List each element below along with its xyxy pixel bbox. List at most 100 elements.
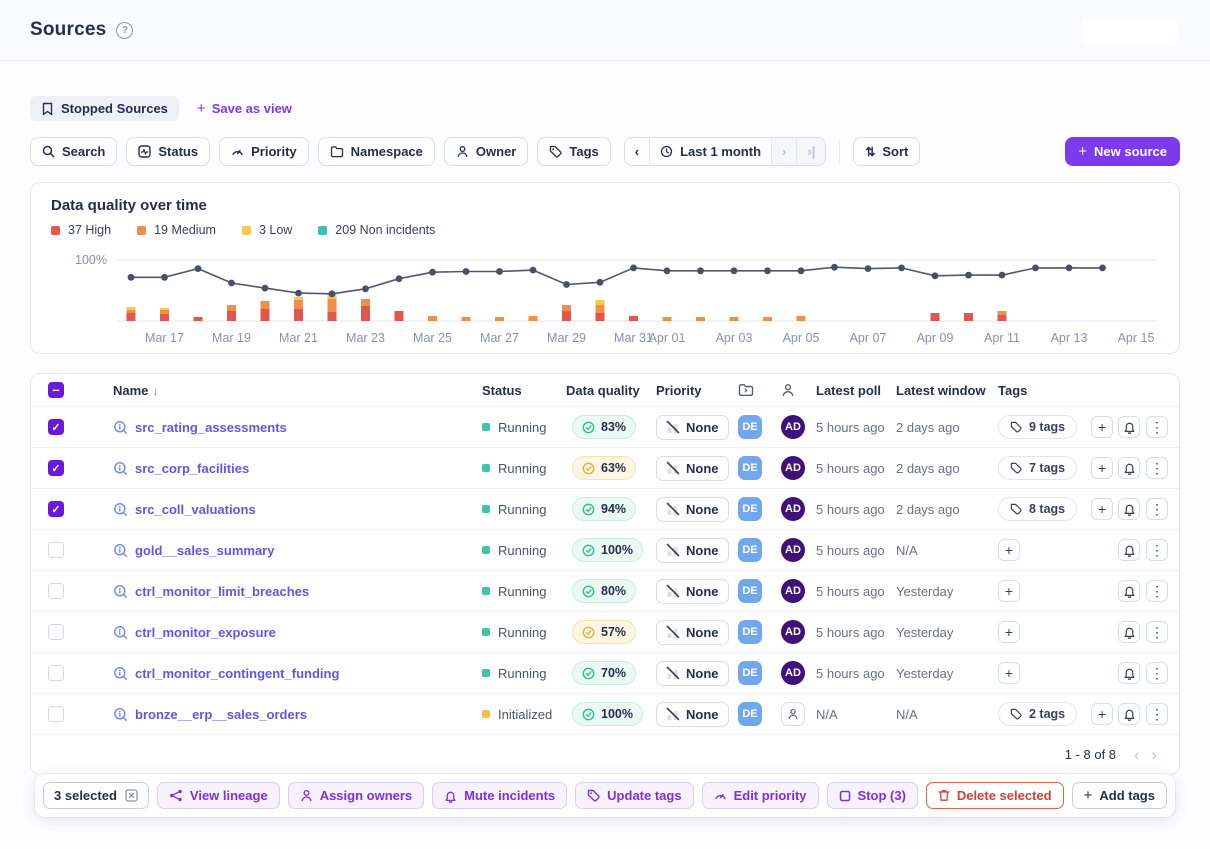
source-name-link[interactable]: src_corp_facilities	[135, 460, 250, 476]
source-name-cell[interactable]: ctrl_monitor_limit_breaches	[113, 584, 482, 599]
owner-avatar-1[interactable]: DE	[738, 702, 762, 726]
notifications-bell-button[interactable]	[1118, 621, 1140, 643]
pagination-prev-button[interactable]: ‹	[1130, 745, 1144, 765]
priority-filter-button[interactable]: Priority	[219, 137, 309, 166]
column-header-status[interactable]: Status	[482, 382, 522, 398]
quality-badge[interactable]: 94%	[572, 497, 637, 521]
table-row[interactable]: gold__sales_summary Running 100% None DE…	[31, 529, 1179, 570]
notifications-bell-button[interactable]	[1118, 457, 1140, 479]
source-name-cell[interactable]: gold__sales_summary	[113, 543, 482, 558]
column-header-priority[interactable]: Priority	[656, 382, 702, 398]
notifications-bell-button[interactable]	[1118, 703, 1140, 725]
delete-selected-button[interactable]: Delete selected	[925, 782, 1064, 809]
sort-button[interactable]: ⇅ Sort	[853, 137, 921, 166]
owner-avatar-2[interactable]: AD	[781, 497, 805, 521]
tags-filter-button[interactable]: Tags	[537, 137, 611, 166]
table-row[interactable]: ctrl_monitor_limit_breaches Running 80% …	[31, 570, 1179, 611]
column-header-owner-icon[interactable]	[781, 383, 816, 397]
source-name-link[interactable]: ctrl_monitor_contingent_funding	[135, 665, 340, 681]
quality-badge[interactable]: 63%	[572, 456, 637, 480]
notifications-bell-button[interactable]	[1118, 416, 1140, 438]
row-checkbox[interactable]	[48, 665, 64, 681]
quality-badge[interactable]: 100%	[572, 538, 643, 562]
date-range-button[interactable]: Last 1 month	[649, 138, 771, 165]
table-row[interactable]: ctrl_monitor_exposure Running 57% None D…	[31, 611, 1179, 652]
tags-badge[interactable]: 7 tags	[998, 456, 1078, 480]
source-name-link[interactable]: ctrl_monitor_exposure	[135, 624, 276, 640]
column-header-latest-window[interactable]: Latest window	[896, 382, 986, 398]
clear-selection-icon[interactable]	[125, 789, 138, 802]
priority-button[interactable]: None	[656, 619, 729, 645]
owner-placeholder-button[interactable]	[781, 702, 805, 726]
row-checkbox[interactable]	[48, 583, 64, 599]
row-checkbox[interactable]	[48, 542, 64, 558]
owner-avatar-1[interactable]: DE	[738, 620, 762, 644]
source-name-link[interactable]: gold__sales_summary	[135, 542, 275, 558]
priority-button[interactable]: None	[656, 578, 729, 604]
row-menu-button[interactable]: ⋮	[1146, 703, 1168, 725]
table-row[interactable]: src_coll_valuations Running 94% None DE …	[31, 488, 1179, 529]
owner-avatar-2[interactable]: AD	[781, 538, 805, 562]
row-menu-button[interactable]: ⋮	[1146, 580, 1168, 602]
add-tag-button[interactable]: +	[998, 580, 1020, 602]
edit-priority-button[interactable]: Edit priority	[701, 782, 819, 809]
source-name-cell[interactable]: ctrl_monitor_exposure	[113, 625, 482, 640]
row-menu-button[interactable]: ⋮	[1146, 539, 1168, 561]
table-row[interactable]: src_corp_facilities Running 63% None DE …	[31, 447, 1179, 488]
column-header-quality[interactable]: Data quality	[566, 382, 640, 398]
owner-avatar-2[interactable]: AD	[781, 415, 805, 439]
quality-badge[interactable]: 80%	[572, 579, 637, 603]
notifications-bell-button[interactable]	[1118, 539, 1140, 561]
source-name-link[interactable]: src_coll_valuations	[135, 501, 256, 517]
select-all-checkbox[interactable]	[48, 382, 64, 398]
owner-avatar-1[interactable]: DE	[738, 538, 762, 562]
owner-avatar-2[interactable]: AD	[781, 661, 805, 685]
source-name-link[interactable]: src_rating_assessments	[135, 419, 287, 435]
row-checkbox[interactable]	[48, 419, 64, 435]
priority-button[interactable]: None	[656, 414, 729, 440]
help-icon[interactable]: ?	[116, 21, 134, 39]
source-name-cell[interactable]: src_coll_valuations	[113, 502, 482, 517]
tags-badge[interactable]: 8 tags	[998, 497, 1078, 521]
add-tag-button[interactable]: +	[998, 621, 1020, 643]
row-menu-button[interactable]: ⋮	[1146, 662, 1168, 684]
tags-badge[interactable]: 2 tags	[998, 702, 1078, 726]
owner-filter-button[interactable]: Owner	[443, 137, 529, 166]
date-next-button[interactable]: ›	[771, 138, 797, 165]
row-checkbox[interactable]	[48, 460, 64, 476]
save-as-view-button[interactable]: + Save as view	[196, 100, 292, 117]
header-placeholder-button[interactable]	[1081, 17, 1177, 43]
owner-avatar-1[interactable]: DE	[738, 415, 762, 439]
table-row[interactable]: ctrl_monitor_contingent_funding Running …	[31, 652, 1179, 693]
row-checkbox[interactable]	[48, 501, 64, 517]
table-row[interactable]: src_rating_assessments Running 83% None …	[31, 406, 1179, 447]
owner-avatar-1[interactable]: DE	[738, 661, 762, 685]
column-header-tags[interactable]: Tags	[998, 382, 1028, 398]
priority-button[interactable]: None	[656, 660, 729, 686]
source-name-cell[interactable]: src_corp_facilities	[113, 461, 482, 476]
add-tags-button[interactable]: + Add tags	[1071, 782, 1167, 809]
owner-avatar-2[interactable]: AD	[781, 620, 805, 644]
row-checkbox[interactable]	[48, 624, 64, 640]
table-row[interactable]: bronze__erp__sales_orders Initialized 10…	[31, 693, 1179, 734]
add-tag-button[interactable]: +	[1091, 703, 1114, 725]
date-latest-button[interactable]: ›|	[796, 138, 826, 165]
add-tag-button[interactable]: +	[998, 662, 1020, 684]
priority-button[interactable]: None	[656, 455, 729, 481]
status-filter-button[interactable]: Status	[126, 137, 211, 166]
row-menu-button[interactable]: ⋮	[1146, 416, 1168, 438]
add-tag-button[interactable]: +	[1091, 457, 1114, 479]
update-tags-button[interactable]: Update tags	[575, 782, 694, 809]
source-name-link[interactable]: bronze__erp__sales_orders	[135, 706, 307, 722]
quality-badge[interactable]: 100%	[572, 702, 643, 726]
namespace-filter-button[interactable]: Namespace	[317, 137, 435, 166]
assign-owners-button[interactable]: Assign owners	[287, 782, 425, 809]
owner-avatar-1[interactable]: DE	[738, 579, 762, 603]
quality-badge[interactable]: 57%	[572, 620, 637, 644]
stop-button[interactable]: Stop (3)	[826, 782, 918, 809]
priority-button[interactable]: None	[656, 496, 729, 522]
source-name-cell[interactable]: ctrl_monitor_contingent_funding	[113, 666, 482, 681]
column-header-namespace-icon[interactable]	[738, 383, 781, 397]
add-tag-button[interactable]: +	[1091, 416, 1114, 438]
new-source-button[interactable]: + New source	[1065, 137, 1180, 166]
